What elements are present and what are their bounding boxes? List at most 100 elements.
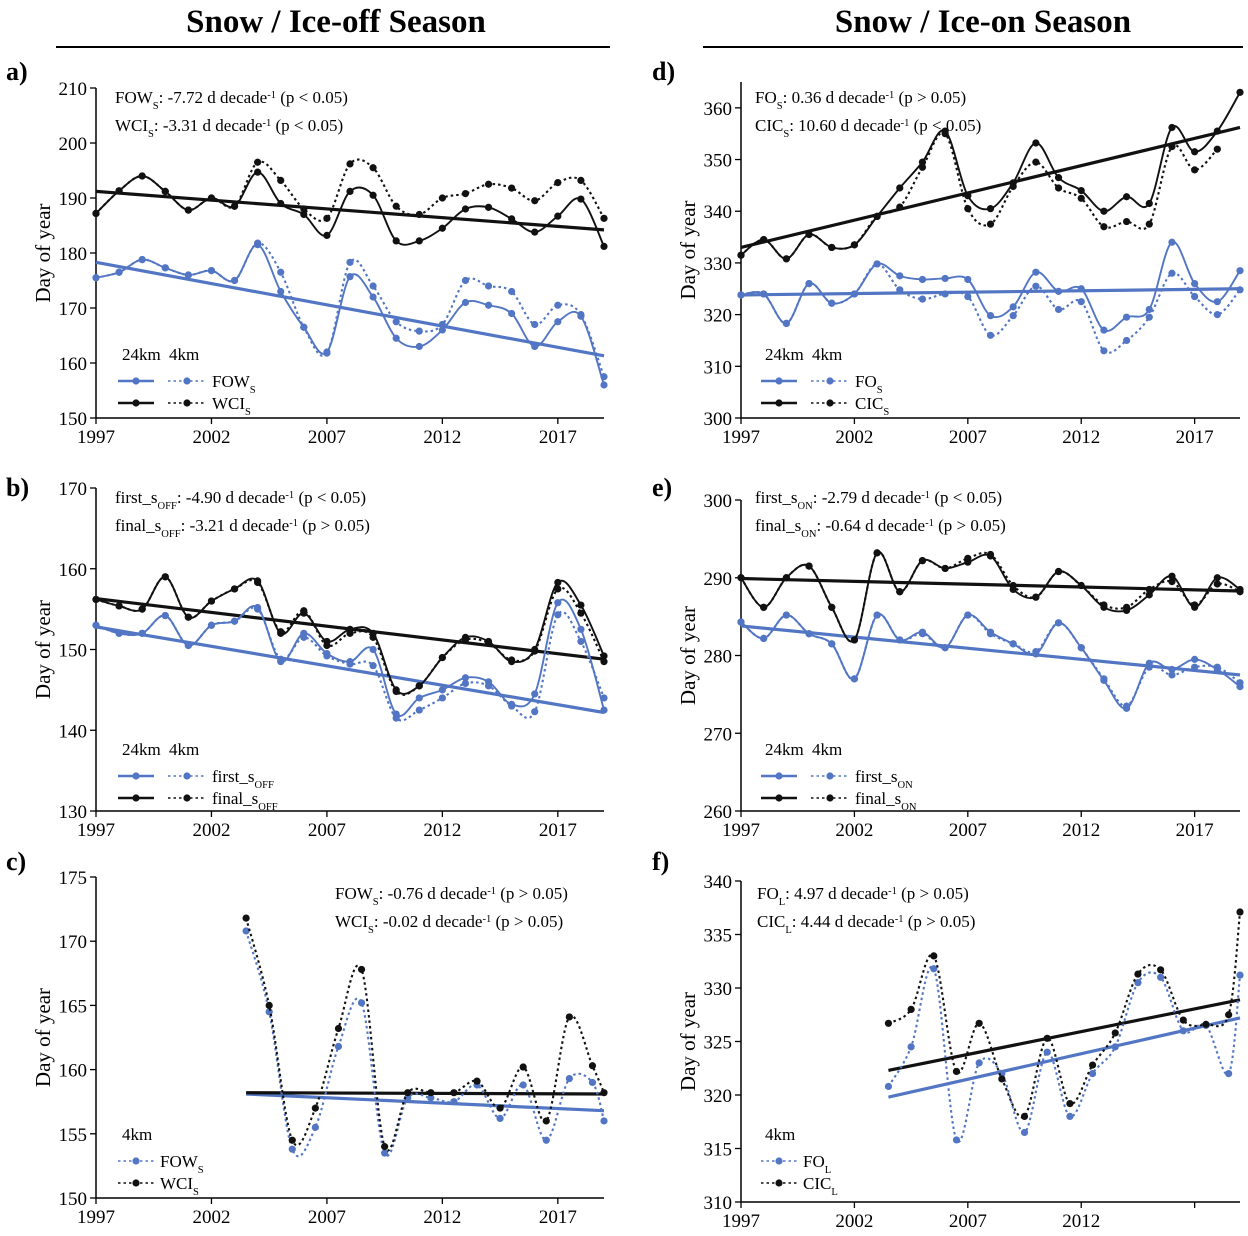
y-axis-label-a: Day of year bbox=[31, 203, 55, 302]
data-point-CIC-24km bbox=[964, 192, 972, 200]
x-tick-label: 2012 bbox=[1062, 1211, 1100, 1232]
data-point-FO-24km bbox=[1236, 267, 1244, 275]
data-point-CIC-4km bbox=[1134, 970, 1142, 978]
data-point-FO-4km bbox=[1145, 313, 1153, 321]
data-point-FO-4km bbox=[1054, 305, 1063, 314]
x-tick-label: 2007 bbox=[949, 427, 987, 448]
stat-annotation-f-1: CICL: 4.44 d decade-1 (p > 0.05) bbox=[757, 912, 975, 936]
y-tick-label: 315 bbox=[704, 1140, 733, 1161]
data-point-first_s-4km bbox=[461, 679, 470, 688]
data-point-CIC-4km bbox=[941, 130, 949, 138]
series-line-first_s-4km bbox=[740, 613, 1241, 708]
x-tick-label: 2017 bbox=[539, 427, 577, 448]
y-tick-label: 310 bbox=[704, 1193, 733, 1214]
legend-header: 4km bbox=[812, 345, 842, 364]
data-point-FO-4km bbox=[1020, 1128, 1029, 1137]
data-point-final_s-4km bbox=[760, 603, 768, 611]
data-point-FO-4km bbox=[1032, 282, 1040, 290]
legend-marker bbox=[775, 794, 783, 802]
trend-line-blue bbox=[95, 625, 605, 715]
data-point-FOW-4km bbox=[484, 282, 493, 290]
data-point-CIC-4km bbox=[1168, 143, 1176, 151]
data-point-CIC-4km bbox=[1020, 1112, 1029, 1120]
legend-label: final_sON bbox=[855, 789, 917, 813]
legend-label: CICL bbox=[803, 1174, 838, 1198]
x-tick-label: 2007 bbox=[308, 427, 346, 448]
y-tick-label: 290 bbox=[704, 569, 733, 590]
series-line-WCI-4km bbox=[245, 917, 605, 1152]
data-point-FO-4km bbox=[1179, 1027, 1187, 1035]
data-point-WCI-4km bbox=[554, 179, 562, 187]
data-point-final_s-4km bbox=[964, 554, 972, 562]
legend-marker bbox=[775, 1157, 783, 1165]
data-point-FO-24km bbox=[941, 274, 949, 283]
legend-label: CICS bbox=[855, 394, 889, 418]
data-point-FOW-24km bbox=[600, 381, 608, 389]
data-point-FO-4km bbox=[907, 1043, 915, 1051]
data-point-FO-4km bbox=[873, 260, 881, 268]
data-point-final_s-4km bbox=[1100, 601, 1108, 609]
data-point-FO-4km bbox=[805, 280, 813, 288]
data-point-first_s-4km bbox=[554, 611, 562, 619]
data-point-FO-4km bbox=[952, 1136, 961, 1144]
stat-annotation-b-1: final_sOFF: -3.21 d decade-1 (p > 0.05) bbox=[115, 516, 370, 540]
data-point-WCI-4km bbox=[369, 164, 377, 172]
data-point-WCI-4km bbox=[484, 180, 493, 188]
x-tick-label: 2002 bbox=[835, 820, 873, 841]
legend-marker bbox=[183, 794, 191, 802]
y-tick-label: 300 bbox=[704, 409, 733, 430]
data-point-FOW-4km bbox=[357, 999, 366, 1007]
x-tick-label: 2002 bbox=[192, 427, 230, 448]
data-point-CIC-4km bbox=[986, 220, 995, 228]
data-point-WCI-4km bbox=[427, 1089, 435, 1097]
data-point-FOW-4km bbox=[242, 927, 250, 935]
data-point-CIC-4km bbox=[1066, 1099, 1074, 1108]
data-point-FO-4km bbox=[1009, 312, 1017, 320]
data-point-final_s-4km bbox=[1009, 581, 1017, 590]
data-point-WCI-4km bbox=[323, 214, 331, 222]
data-point-FO-4km bbox=[964, 292, 972, 301]
data-point-final_s-4km bbox=[1122, 603, 1131, 611]
data-point-final_s-4km bbox=[1191, 601, 1199, 609]
data-point-FO-4km bbox=[760, 290, 768, 298]
data-point-WCI-4km bbox=[288, 1136, 296, 1144]
data-point-FO-4km bbox=[1134, 979, 1142, 987]
data-point-CIC-24km bbox=[1213, 127, 1221, 135]
y-axis-label-b: Day of year bbox=[31, 600, 55, 699]
y-tick-label: 160 bbox=[59, 1061, 88, 1082]
series-line-first_s-4km bbox=[95, 606, 605, 722]
data-point-final_s-4km bbox=[737, 574, 745, 582]
data-point-WCI-24km bbox=[438, 224, 446, 232]
data-point-FO-24km bbox=[1032, 268, 1040, 276]
x-tick-label: 2012 bbox=[423, 820, 461, 841]
data-point-CIC-4km bbox=[998, 1075, 1006, 1083]
data-point-FOW-4km bbox=[207, 267, 216, 275]
series-line-CIC-4km bbox=[887, 911, 1242, 1119]
data-point-first_s-4km bbox=[484, 682, 493, 690]
series-line-FOW-4km bbox=[245, 930, 606, 1158]
data-point-final_s-4km bbox=[508, 656, 516, 664]
y-tick-label: 300 bbox=[704, 491, 733, 512]
data-point-WCI-4km bbox=[207, 194, 216, 202]
data-point-FO-24km bbox=[1145, 305, 1153, 314]
data-point-CIC-4km bbox=[850, 241, 859, 249]
data-point-final_s-4km bbox=[369, 633, 377, 641]
data-point-WCI-4km bbox=[242, 914, 250, 922]
data-point-final_s-4km bbox=[415, 682, 423, 690]
data-point-first_s-24km bbox=[1191, 655, 1199, 663]
data-point-WCI-4km bbox=[508, 184, 516, 192]
trend-line-blue bbox=[740, 287, 1241, 297]
y-tick-label: 330 bbox=[704, 254, 733, 275]
data-point-FOW-4km bbox=[392, 318, 400, 326]
data-point-FOW-4km bbox=[404, 1094, 412, 1102]
legend-marker bbox=[775, 1179, 783, 1187]
y-tick-label: 310 bbox=[704, 357, 733, 378]
stat-annotation-f-0: FOL: 4.97 d decade-1 (p > 0.05) bbox=[757, 884, 969, 908]
data-point-WCI-4km bbox=[334, 1024, 343, 1033]
data-point-final_s-4km bbox=[92, 595, 100, 604]
data-point-FOW-24km bbox=[531, 342, 539, 351]
data-point-first_s-4km bbox=[508, 702, 516, 710]
data-point-final_s-4km bbox=[1168, 578, 1176, 586]
panel-e: e) 260 270 280 290 300 1997 2002 2007 2012 2017 Day… bbox=[652, 473, 1244, 841]
y-tick-label: 170 bbox=[59, 479, 88, 500]
